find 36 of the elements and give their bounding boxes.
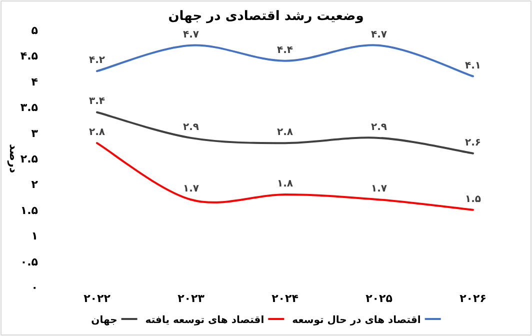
data-label: ۲.۹ xyxy=(370,122,388,133)
data-label: ۴.۴ xyxy=(276,44,294,56)
data-label: ۴.۱ xyxy=(464,60,482,72)
data-label: ۴.۷ xyxy=(182,29,200,40)
legend-label: اقتصاد های در حال توسعه xyxy=(292,315,421,326)
y-axis-title: درصد xyxy=(7,144,20,174)
data-label: ۱.۵ xyxy=(464,194,482,205)
y-tick-label: ۲ xyxy=(31,178,38,192)
y-tick-label: ۳ xyxy=(31,126,38,140)
data-label: ۲.۹ xyxy=(182,122,200,133)
data-label: ۲.۸ xyxy=(276,127,294,138)
x-tick-label: ۲۰۲۴ xyxy=(272,292,299,305)
y-tick-label: ۴ xyxy=(31,75,38,88)
data-label: ۴.۲ xyxy=(88,55,106,66)
y-tick-label: ۰ xyxy=(31,281,38,294)
data-label: ۲.۸ xyxy=(88,127,106,138)
x-tick-label: ۲۰۲۲ xyxy=(84,292,111,305)
legend-label: اقتصاد های توسعه یافته xyxy=(145,315,264,326)
y-tick-label: ۳.۵ xyxy=(20,101,38,114)
x-tick-label: ۲۰۲۵ xyxy=(366,292,393,305)
x-tick-label: ۲۰۲۶ xyxy=(460,292,486,305)
data-label: ۲.۶ xyxy=(464,137,482,148)
legend-label: جهان xyxy=(91,315,118,326)
data-label: ۳.۴ xyxy=(88,96,106,108)
y-tick-label: ۰.۵ xyxy=(20,255,38,268)
data-label: ۱.۷ xyxy=(370,184,388,195)
y-tick-label: ۴.۵ xyxy=(20,50,38,63)
y-tick-label: ۱.۵ xyxy=(20,204,38,217)
y-tick-label: ۱ xyxy=(31,230,38,243)
x-tick-label: ۲۰۲۳ xyxy=(178,292,205,305)
data-label: ۴.۷ xyxy=(370,29,388,40)
data-label: ۱.۷ xyxy=(182,184,200,195)
y-tick-label: ۲.۵ xyxy=(20,152,38,166)
chart-title: وضعیت رشد اقتصادی در جهان xyxy=(168,9,364,24)
y-tick-label: ۵ xyxy=(31,24,38,37)
data-label: ۱.۸ xyxy=(276,178,294,190)
